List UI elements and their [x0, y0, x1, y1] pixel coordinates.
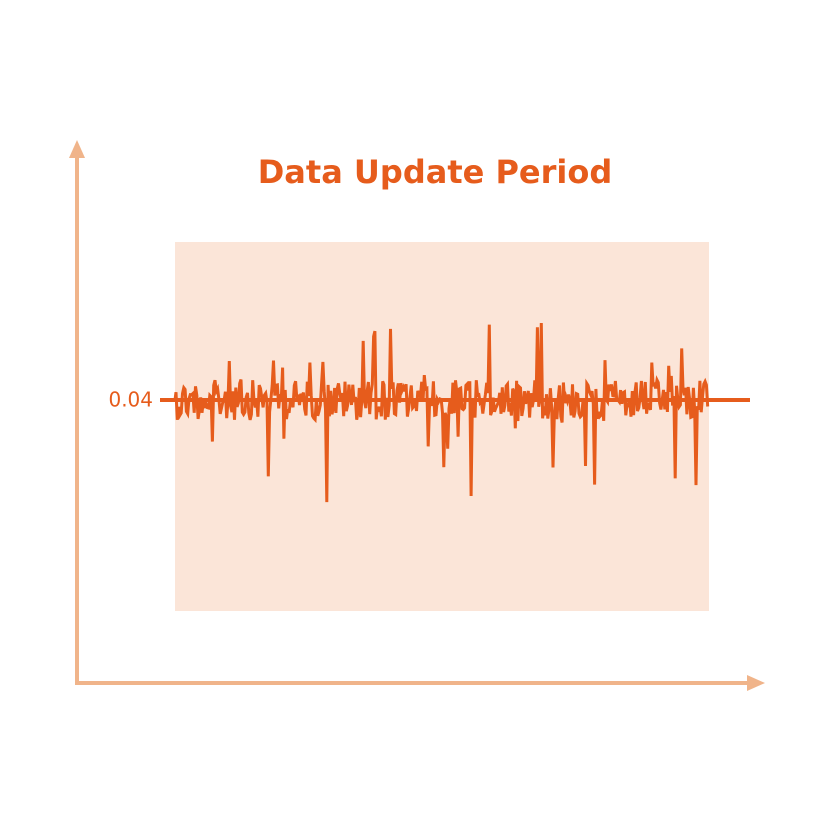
level-label: 0.04 [108, 388, 153, 412]
x-axis-arrow [747, 675, 765, 691]
y-axis-arrow [69, 140, 85, 158]
title: Data Update Period [258, 153, 613, 191]
